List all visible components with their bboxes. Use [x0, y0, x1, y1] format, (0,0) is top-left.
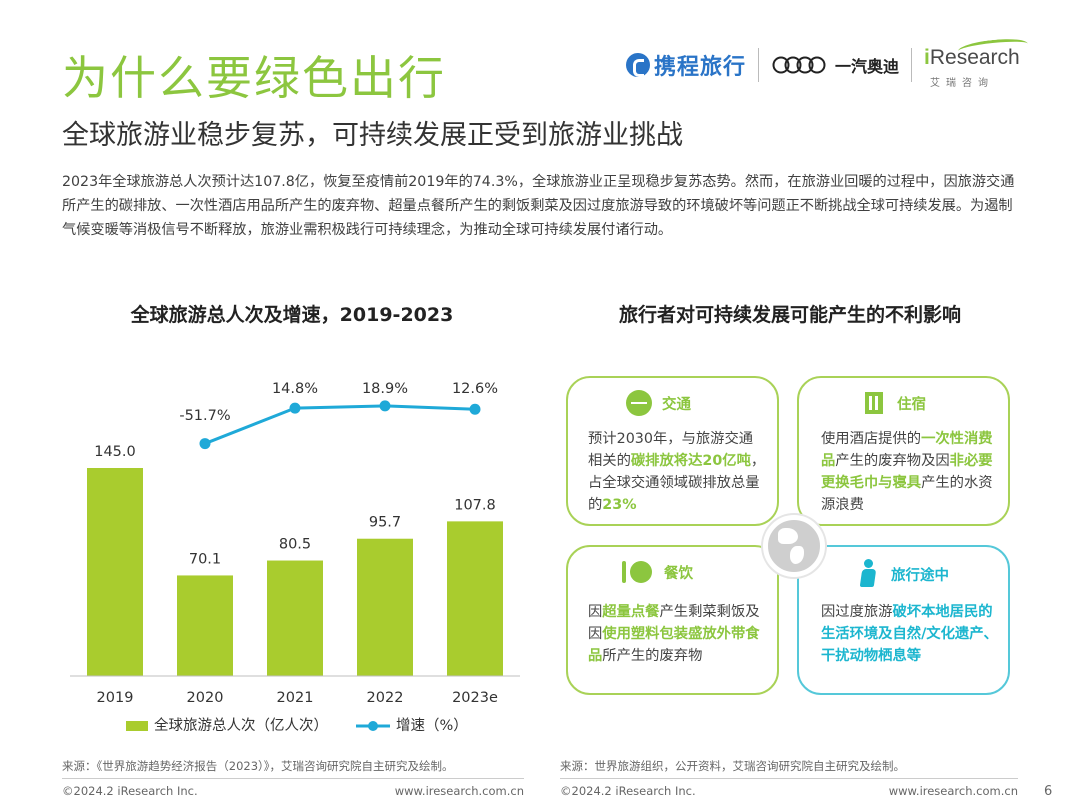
page-subtitle: 全球旅游业稳步复苏，可持续发展正受到旅游业挑战	[62, 120, 683, 151]
bar-label-2019: 145.0	[94, 444, 136, 460]
growth-label-2022: 18.9%	[362, 381, 408, 397]
growth-label-2023e: 12.6%	[452, 381, 498, 397]
page-title: 为什么要绿色出行	[62, 51, 446, 105]
card-dining-text: 因超量点餐产生剩菜剩饭及因使用塑料包装盛放外带食品所产生的废弃物	[588, 604, 760, 664]
iresearch-logo-sub: 艾瑞咨询	[930, 78, 994, 89]
growth-point-2021	[289, 402, 301, 414]
bar-label-2022: 95.7	[369, 515, 401, 531]
card-transport-text: 预计2030年，与旅游交通相关的碳排放将达20亿吨，占全球交通领域碳排放总量的2…	[588, 431, 766, 513]
footer-divider-left	[62, 778, 524, 779]
growth-point-2022	[379, 400, 391, 412]
card-lodging-head: 住宿	[861, 390, 926, 416]
ctrip-logo-text: 携程旅行	[653, 55, 746, 80]
page-number: 6	[1044, 784, 1053, 799]
footer-url-left: www.iresearch.com.cn	[394, 784, 524, 798]
ctrip-logo: 携程旅行	[625, 49, 746, 81]
logo-separator	[757, 48, 759, 82]
logo-bar: 携程旅行 一汽奥迪 iResearch 艾瑞咨询	[625, 36, 1029, 90]
x-tick-2022: 2022	[367, 690, 404, 706]
footer-divider-right	[560, 778, 1018, 779]
building-icon	[861, 390, 887, 416]
card-transport-title: 交通	[662, 396, 691, 413]
bar-2020	[177, 575, 233, 676]
legend-bar-label: 全球旅游总人次（亿人次）	[154, 716, 328, 734]
card-lodging-text: 使用酒店提供的一次性消费品产生的废弃物及因非必要更换毛巾与寝具产生的水资源浪费	[821, 431, 993, 513]
chart-title: 全球旅游总人次及增速，2019-2023	[130, 304, 454, 326]
x-tick-2021: 2021	[277, 690, 314, 706]
bar-2019	[87, 468, 143, 676]
audi-logo-text: 一汽奥迪	[834, 57, 899, 76]
growth-chart: 145.0 70.1 80.5 95.7 107.8 2019 2020 2021 2022 2…	[70, 381, 520, 734]
footer-copyright-right: ©2024.2 iResearch Inc.	[560, 784, 696, 798]
bar-2023e	[447, 521, 503, 676]
walking-person-icon	[855, 559, 881, 589]
logo-separator	[911, 48, 912, 82]
card-journey: 旅行途中 因过度旅游破坏本地居民的生活环境及自然/文化遗产、干扰动物栖息等	[797, 545, 1010, 695]
card-dining-head: 餐饮	[620, 559, 693, 585]
dining-icon	[620, 559, 654, 585]
card-transport-head: 交通	[626, 390, 691, 416]
iresearch-logo: iResearch 艾瑞咨询	[924, 36, 1029, 90]
card-journey-text: 因过度旅游破坏本地居民的生活环境及自然/文化遗产、干扰动物栖息等	[821, 604, 998, 664]
card-lodging-title: 住宿	[897, 396, 926, 413]
card-transport: 交通 预计2030年，与旅游交通相关的碳排放将达20亿吨，占全球交通领域碳排放总…	[566, 376, 779, 526]
growth-label-2020: -51.7%	[179, 408, 230, 424]
audi-rings-icon	[772, 56, 826, 74]
x-tick-2019: 2019	[97, 690, 134, 706]
card-dining-title: 餐饮	[664, 565, 693, 582]
x-tick-2020: 2020	[187, 690, 224, 706]
source-right: 来源：世界旅游组织，公开资料，艾瑞咨询研究院自主研究及绘制。	[560, 759, 905, 773]
bar-label-2020: 70.1	[189, 551, 221, 567]
growth-line	[204, 404, 476, 445]
x-tick-2023e: 2023e	[452, 690, 498, 706]
growth-label-2021: 14.8%	[272, 381, 318, 397]
card-lodging: 住宿 使用酒店提供的一次性消费品产生的废弃物及因非必要更换毛巾与寝具产生的水资源…	[797, 376, 1010, 526]
footer-copyright-left: ©2024.2 iResearch Inc.	[62, 784, 198, 798]
iresearch-logo-text: iResearch	[924, 46, 1020, 69]
source-left: 来源：《世界旅游趋势经济报告（2023）》，艾瑞咨询研究院自主研究及绘制。	[62, 759, 454, 773]
bar-2021	[267, 560, 323, 676]
legend-bar-swatch	[126, 721, 148, 731]
intro-paragraph: 2023年全球旅游总人次预计达107.8亿，恢复至疫情前2019年的74.3%，…	[62, 174, 1015, 238]
legend-line-label: 增速（%）	[396, 717, 468, 734]
footer-url-right: www.iresearch.com.cn	[888, 784, 1018, 798]
growth-point-2020	[199, 438, 211, 450]
card-journey-title: 旅行途中	[891, 567, 949, 584]
card-journey-head: 旅行途中	[855, 559, 949, 589]
growth-point-2023e	[469, 403, 481, 415]
bar-label-2021: 80.5	[279, 537, 311, 553]
bar-label-2023e: 107.8	[454, 497, 496, 513]
legend-line-marker	[368, 721, 378, 731]
ctrip-mark-icon	[625, 53, 650, 77]
transport-icon	[626, 390, 652, 416]
card-dining: 餐饮 因超量点餐产生剩菜剩饭及因使用塑料包装盛放外带食品所产生的废弃物	[566, 545, 779, 695]
bar-2022	[357, 538, 413, 676]
diagram-title: 旅行者对可持续发展可能产生的不利影响	[618, 304, 961, 326]
globe-icon	[763, 515, 825, 577]
